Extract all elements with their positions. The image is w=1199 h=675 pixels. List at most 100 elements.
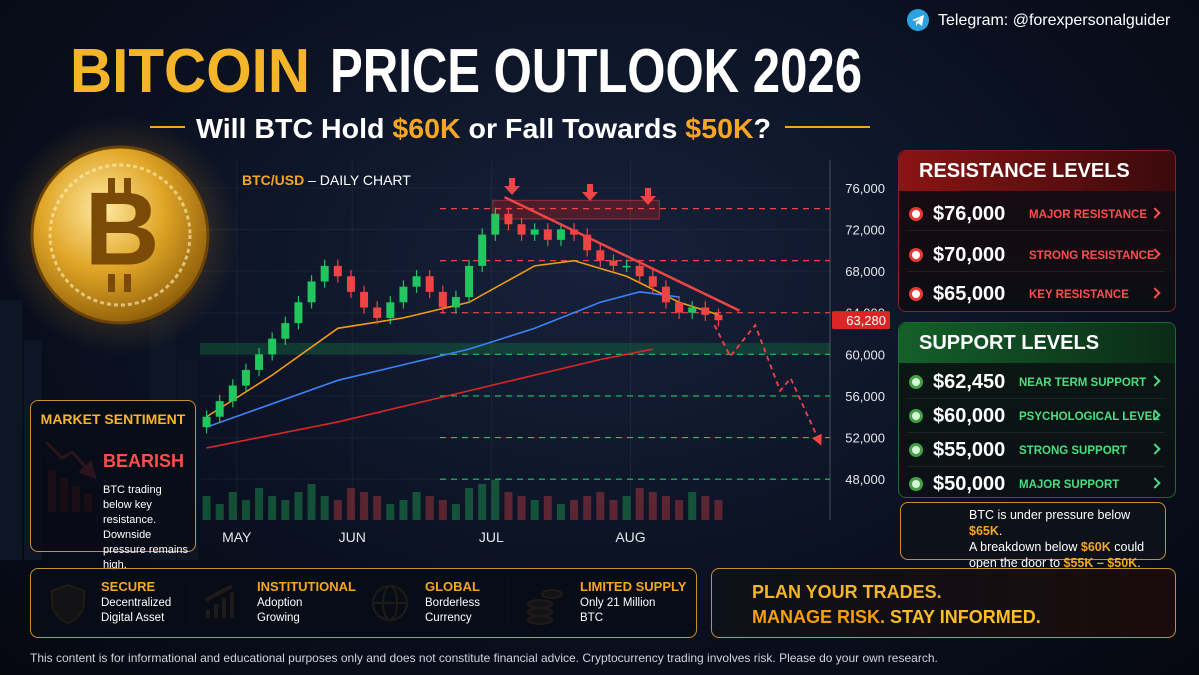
volume-bar xyxy=(701,496,710,520)
level-row[interactable]: $65,000 KEY RESISTANCE xyxy=(907,277,1165,311)
peak-arrows xyxy=(504,178,656,205)
candle-body xyxy=(556,229,565,240)
subtitle-part: or Fall Towards xyxy=(461,113,686,144)
level-row[interactable]: $70,000 STRONG RESISTANCE xyxy=(907,238,1165,272)
cta-line: PLAN YOUR TRADES. xyxy=(752,582,942,602)
volume-bar xyxy=(451,504,460,520)
level-label: KEY RESISTANCE xyxy=(1029,289,1129,301)
features-bar: SECURE Decentralized Digital Asset INSTITU… xyxy=(30,568,697,638)
panel-title: RESISTANCE LEVELS xyxy=(899,151,1175,191)
chart-subtitle: – DAILY CHART xyxy=(308,172,411,188)
chevron xyxy=(1149,477,1161,489)
volume-bar xyxy=(635,488,644,520)
note-text: could xyxy=(1110,540,1145,554)
volume-bar xyxy=(425,496,434,520)
feature-line: Borderless xyxy=(425,597,480,609)
feature-title: INSTITUTIONAL xyxy=(257,579,356,594)
note-text: . xyxy=(1137,556,1141,570)
telegram: Telegram: @forexpersonalguider xyxy=(938,12,1171,29)
candle-body xyxy=(320,265,329,282)
coin-bars xyxy=(108,178,131,292)
volume-bar xyxy=(307,484,316,520)
feature-line: Digital Asset xyxy=(101,612,165,624)
volume-bar xyxy=(478,484,487,520)
volume-bar xyxy=(465,488,474,520)
volume-bar xyxy=(438,500,447,520)
feature-title: LIMITED SUPPLY xyxy=(580,579,687,594)
candle-body xyxy=(346,276,355,292)
chevron xyxy=(1149,375,1161,387)
title-highlight: BITCOIN xyxy=(70,37,310,106)
cta-box: PLAN YOUR TRADES. MANAGE RISK. STAY INFO… xyxy=(711,568,1176,638)
trendline xyxy=(503,196,740,312)
candle-body xyxy=(386,302,395,318)
candle-body xyxy=(399,286,408,303)
support-panel: SUPPORT LEVELS $62,450 NEAR TERM SUPPORT … xyxy=(898,322,1176,498)
volume-bar xyxy=(675,500,684,520)
feature-line: BTC xyxy=(580,612,603,624)
feature-line: Only 21 Million xyxy=(580,597,656,609)
level-label: STRONG SUPPORT xyxy=(1019,445,1127,457)
volume-bar xyxy=(609,500,618,520)
candle-body xyxy=(543,229,552,240)
note-text: open the door to xyxy=(969,556,1064,570)
candle-body xyxy=(701,307,710,315)
volume-bar xyxy=(228,492,237,520)
candle-body xyxy=(622,265,631,268)
volume-bar xyxy=(386,504,395,520)
level-dot xyxy=(909,443,923,457)
volume-bar xyxy=(714,500,723,520)
candle-body xyxy=(373,307,382,318)
feature: GLOBAL Borderless Currency xyxy=(425,579,480,626)
x-tick-label: MAY xyxy=(222,529,252,545)
level-price: $50,000 xyxy=(933,473,1006,495)
volume-bar xyxy=(530,500,539,520)
chevron xyxy=(1149,443,1161,455)
candle-body xyxy=(307,281,316,303)
feature-line: Adoption xyxy=(257,597,303,609)
volume-bar xyxy=(491,480,500,520)
volume-bar xyxy=(583,496,592,520)
note-text: . xyxy=(998,524,1003,538)
volume-bar xyxy=(596,492,605,520)
level-row[interactable]: $50,000 MAJOR SUPPORT xyxy=(907,467,1165,501)
chart-title-main: BTC/USD xyxy=(242,172,304,188)
candle-body xyxy=(504,213,513,225)
level-row[interactable]: $55,000 STRONG SUPPORT xyxy=(907,433,1165,467)
level-row[interactable]: $76,000 MAJOR RESISTANCE xyxy=(907,197,1165,231)
candle-body xyxy=(294,302,303,324)
candle-body xyxy=(635,265,644,277)
candle-body xyxy=(360,291,369,308)
sentiment-title: MARKET SENTIMENT xyxy=(40,411,186,427)
level-row[interactable]: $62,450 NEAR TERM SUPPORT xyxy=(907,365,1165,399)
volume-bar xyxy=(320,496,329,520)
coin xyxy=(30,145,210,325)
level-row[interactable]: $60,000 PSYCHOLOGICAL LEVEL xyxy=(907,399,1165,433)
candle-body xyxy=(255,354,264,370)
volume-bar xyxy=(688,492,697,520)
note-line: A breakdown below $60K could xyxy=(969,539,1165,555)
candle-body xyxy=(202,416,211,428)
coin-letter: B xyxy=(84,171,159,287)
feature-line: Growing xyxy=(257,612,300,624)
volume-bar xyxy=(281,500,290,520)
note-highlight: $65K xyxy=(969,524,999,538)
feature: SECURE Decentralized Digital Asset xyxy=(101,579,171,626)
telegram-plane xyxy=(912,15,924,26)
candle-body xyxy=(714,314,723,321)
sentiment-text: BTC trading below key resistance. Downsi… xyxy=(103,484,188,571)
moving-average xyxy=(206,291,680,428)
chevron xyxy=(1149,207,1161,219)
x-tick-label: AUG xyxy=(615,529,645,545)
resistance-zone xyxy=(492,199,660,220)
candle-body xyxy=(333,265,342,277)
subtitle-part: $60K xyxy=(392,113,460,144)
candle-body xyxy=(425,276,434,292)
y-tick-label: 76,000 xyxy=(845,181,885,196)
level-dot xyxy=(909,375,923,389)
cta-line: MANAGE RISK. STAY INFORMED. xyxy=(752,607,1041,628)
y-tick-label: 68,000 xyxy=(845,264,885,279)
volume-bar xyxy=(255,488,264,520)
candle-body xyxy=(268,338,277,355)
panel-title: SUPPORT LEVELS xyxy=(899,323,1175,363)
